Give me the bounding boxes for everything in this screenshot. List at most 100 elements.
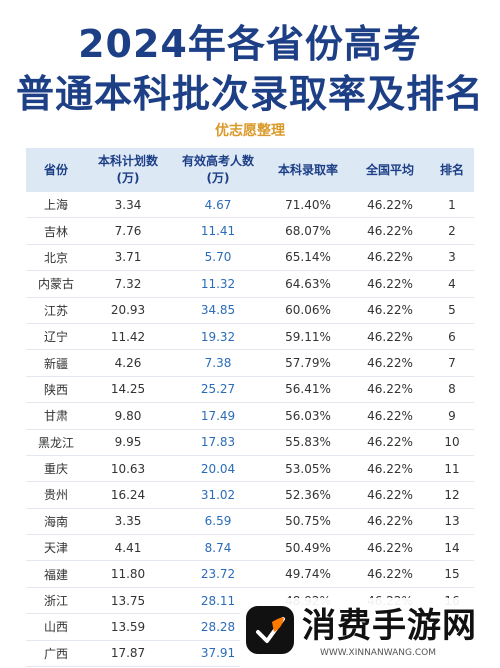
table-row: 辽宁 11.42 19.32 59.11% 46.22% 6 xyxy=(26,323,474,351)
cell-plan: 13.59 xyxy=(86,613,170,641)
cell-avg: 46.22% xyxy=(350,534,430,562)
cell-province: 甘肃 xyxy=(26,402,86,430)
cell-rank: 4 xyxy=(430,270,474,298)
watermark-name: 消费手游网 xyxy=(302,606,477,646)
cell-avg: 46.22% xyxy=(350,270,430,298)
cell-plan: 10.63 xyxy=(86,455,170,483)
cell-plan: 20.93 xyxy=(86,297,170,324)
cell-rank: 7 xyxy=(430,349,474,377)
cell-rate: 60.06% xyxy=(266,297,350,324)
table-header-row: 省份 本科计划数 (万) 有效高考人数 (万) 本科录取率 全国平均 排名 xyxy=(26,148,474,192)
header-province: 省份 xyxy=(26,148,86,192)
header-exam: 有效高考人数 (万) xyxy=(170,148,266,192)
cell-avg: 46.22% xyxy=(350,192,430,219)
cell-avg: 46.22% xyxy=(350,349,430,377)
cell-avg: 46.22% xyxy=(350,297,430,324)
table-row: 海南 3.35 6.59 50.75% 46.22% 13 xyxy=(26,508,474,536)
cell-province: 重庆 xyxy=(26,455,86,483)
table-row: 陕西 14.25 25.27 56.41% 46.22% 8 xyxy=(26,376,474,404)
table-row: 吉林 7.76 11.41 68.07% 46.22% 2 xyxy=(26,217,474,245)
cell-rank: 5 xyxy=(430,297,474,324)
cell-plan: 9.95 xyxy=(86,429,170,456)
cell-rank: 8 xyxy=(430,376,474,404)
cell-province: 贵州 xyxy=(26,481,86,509)
cell-rate: 50.75% xyxy=(266,508,350,536)
cell-rank: 6 xyxy=(430,323,474,351)
header-exam-line2: (万) xyxy=(206,171,230,185)
cell-rank: 15 xyxy=(430,560,474,588)
cell-rank: 1 xyxy=(430,192,474,219)
cell-rank: 2 xyxy=(430,217,474,245)
cell-rate: 55.83% xyxy=(266,429,350,456)
cell-province: 山西 xyxy=(26,613,86,641)
cell-rate: 64.63% xyxy=(266,270,350,298)
cell-exam: 8.74 xyxy=(170,534,266,562)
cell-exam: 17.83 xyxy=(170,429,266,456)
cell-province: 新疆 xyxy=(26,349,86,377)
cell-avg: 46.22% xyxy=(350,481,430,509)
cell-rate: 50.49% xyxy=(266,534,350,562)
cell-rate: 71.40% xyxy=(266,192,350,219)
subtitle: 优志愿整理 xyxy=(215,123,285,139)
cell-rate: 53.05% xyxy=(266,455,350,483)
watermark: 消费手游网 WWW.XINNANWANG.COM xyxy=(240,598,500,668)
cell-avg: 46.22% xyxy=(350,508,430,536)
cell-province: 江苏 xyxy=(26,297,86,324)
cell-avg: 46.22% xyxy=(350,402,430,430)
cell-rate: 52.36% xyxy=(266,481,350,509)
table-row: 福建 11.80 23.72 49.74% 46.22% 15 xyxy=(26,560,474,588)
cell-exam: 4.67 xyxy=(170,192,266,219)
cell-rate: 56.41% xyxy=(266,376,350,404)
cell-plan: 14.25 xyxy=(86,376,170,404)
cell-rate: 65.14% xyxy=(266,244,350,272)
header-plan-line1: 本科计划数 xyxy=(97,154,158,168)
cell-province: 辽宁 xyxy=(26,323,86,351)
header-plan: 本科计划数 (万) xyxy=(86,148,170,192)
cell-plan: 7.76 xyxy=(86,217,170,245)
cell-plan: 3.71 xyxy=(86,244,170,272)
cell-province: 吉林 xyxy=(26,217,86,245)
cell-plan: 13.75 xyxy=(86,587,170,615)
table-row: 江苏 20.93 34.85 60.06% 46.22% 5 xyxy=(26,297,474,324)
cell-avg: 46.22% xyxy=(350,217,430,245)
header-rate: 本科录取率 xyxy=(266,148,350,192)
cell-avg: 46.22% xyxy=(350,323,430,351)
cell-exam: 25.27 xyxy=(170,376,266,404)
cell-avg: 46.22% xyxy=(350,560,430,588)
header-exam-line1: 有效高考人数 xyxy=(181,154,254,168)
cell-plan: 7.32 xyxy=(86,270,170,298)
table-row: 新疆 4.26 7.38 57.79% 46.22% 7 xyxy=(26,349,474,377)
leaf-check-icon xyxy=(246,606,294,654)
cell-rank: 11 xyxy=(430,455,474,483)
cell-rate: 56.03% xyxy=(266,402,350,430)
cell-plan: 3.34 xyxy=(86,192,170,219)
watermark-url: WWW.XINNANWANG.COM xyxy=(320,648,436,658)
cell-avg: 46.22% xyxy=(350,429,430,456)
cell-rate: 49.74% xyxy=(266,560,350,588)
cell-exam: 6.59 xyxy=(170,508,266,536)
header-plan-line2: (万) xyxy=(116,171,140,185)
cell-rate: 68.07% xyxy=(266,217,350,245)
cell-exam: 5.70 xyxy=(170,244,266,272)
cell-plan: 4.26 xyxy=(86,349,170,377)
admission-rate-table: 省份 本科计划数 (万) 有效高考人数 (万) 本科录取率 全国平均 排名 上海… xyxy=(26,148,474,668)
cell-province: 陕西 xyxy=(26,376,86,404)
cell-exam: 11.41 xyxy=(170,217,266,245)
cell-avg: 46.22% xyxy=(350,244,430,272)
cell-rate: 59.11% xyxy=(266,323,350,351)
table-row: 黑龙江 9.95 17.83 55.83% 46.22% 10 xyxy=(26,429,474,456)
cell-rank: 12 xyxy=(430,481,474,509)
cell-plan: 11.80 xyxy=(86,560,170,588)
cell-rank: 13 xyxy=(430,508,474,536)
table-row: 上海 3.34 4.67 71.40% 46.22% 1 xyxy=(26,192,474,219)
cell-exam: 34.85 xyxy=(170,297,266,324)
cell-plan: 4.41 xyxy=(86,534,170,562)
cell-rank: 3 xyxy=(430,244,474,272)
cell-province: 广西 xyxy=(26,640,86,668)
title-line-1: 2024年各省份高考 xyxy=(78,22,422,66)
cell-province: 福建 xyxy=(26,560,86,588)
table-row: 贵州 16.24 31.02 52.36% 46.22% 12 xyxy=(26,481,474,509)
cell-province: 天津 xyxy=(26,534,86,562)
cell-rank: 14 xyxy=(430,534,474,562)
cell-rank: 9 xyxy=(430,402,474,430)
